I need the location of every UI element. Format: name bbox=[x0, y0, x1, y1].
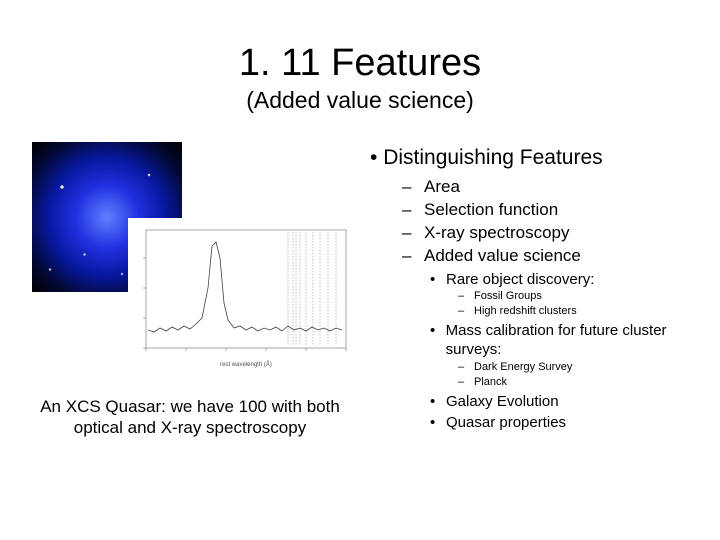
bullet-subsub: •Quasar properties bbox=[370, 413, 720, 433]
bullet-sub: –Area bbox=[370, 176, 720, 199]
bullet-subsub: •Mass calibration for future cluster sur… bbox=[370, 321, 720, 360]
spectrum-plot: rest wavelength (Å) bbox=[128, 218, 358, 373]
spectrum-xlabel: rest wavelength (Å) bbox=[220, 361, 272, 368]
bullet-subsub: •Rare object discovery: bbox=[370, 270, 720, 290]
bullet-subsubsub: –High redshift clusters bbox=[370, 304, 720, 319]
bullet-sub: –X-ray spectroscopy bbox=[370, 222, 720, 245]
bullet-subsub: •Galaxy Evolution bbox=[370, 392, 720, 412]
image-caption: An XCS Quasar: we have 100 with both opt… bbox=[20, 396, 360, 439]
bullet-sub: –Selection function bbox=[370, 199, 720, 222]
right-column: Distinguishing Features –Area –Selection… bbox=[370, 146, 720, 433]
bullet-sub: –Added value science bbox=[370, 245, 720, 268]
left-column: rest wavelength (Å) An XCS Quasar: we ha… bbox=[0, 146, 370, 433]
slide-subtitle: (Added value science) bbox=[0, 87, 720, 114]
slide-title: 1. 11 Features bbox=[0, 42, 720, 85]
bullet-main: Distinguishing Features bbox=[370, 146, 720, 170]
bullet-subsubsub: –Fossil Groups bbox=[370, 289, 720, 304]
bullet-subsubsub: –Planck bbox=[370, 375, 720, 390]
bullet-subsubsub: –Dark Energy Survey bbox=[370, 360, 720, 375]
